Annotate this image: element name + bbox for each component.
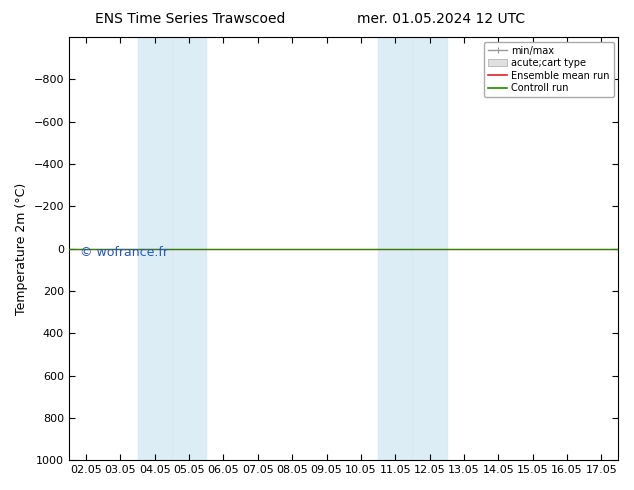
Bar: [172, 37, 206, 460]
Text: mer. 01.05.2024 12 UTC: mer. 01.05.2024 12 UTC: [356, 12, 525, 26]
Text: © wofrance.fr: © wofrance.fr: [80, 246, 168, 260]
Bar: [378, 37, 412, 460]
Y-axis label: Temperature 2m (°C): Temperature 2m (°C): [15, 182, 28, 315]
Bar: [138, 37, 172, 460]
Text: ENS Time Series Trawscoed: ENS Time Series Trawscoed: [95, 12, 285, 26]
Legend: min/max, acute;cart type, Ensemble mean run, Controll run: min/max, acute;cart type, Ensemble mean …: [484, 42, 614, 97]
Bar: [412, 37, 447, 460]
